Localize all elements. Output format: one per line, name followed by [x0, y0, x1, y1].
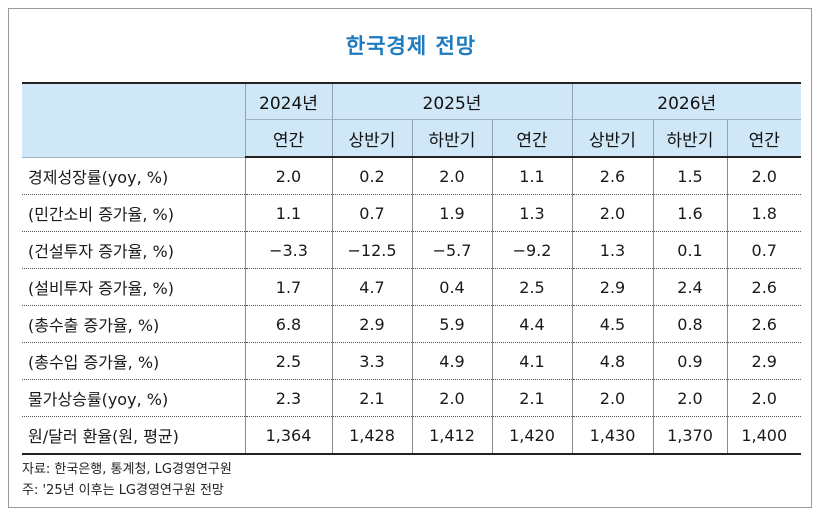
- table-cell: 2.9: [331, 305, 412, 343]
- table-cell: 2.0: [411, 157, 492, 195]
- header-period: 연간: [726, 119, 802, 158]
- table-cell: 2.3: [244, 379, 332, 417]
- row-label: 물가상승률(yoy, %): [22, 379, 245, 417]
- footnotes: 자료: 한국은행, 통계청, LG경영연구원 주: '25년 이후는 LG경영연…: [22, 459, 232, 501]
- table-cell: 2.0: [726, 157, 802, 195]
- table-cell: 0.8: [652, 305, 727, 343]
- table-cell: −12.5: [331, 231, 412, 269]
- table-cell: 2.4: [652, 268, 727, 306]
- table-cell: 1.5: [652, 157, 727, 195]
- table-row: (민간소비 증가율, %) 1.1 0.7 1.9 1.3 2.0 1.6 1.8: [22, 194, 802, 232]
- table-row: 원/달러 환율(원, 평균) 1,364 1,428 1,412 1,420 1,430 1…: [22, 416, 802, 455]
- table-row: (총수입 증가율, %) 2.5 3.3 4.9 4.1 4.8 0.9 2.9: [22, 342, 802, 380]
- table-cell: 0.2: [331, 157, 412, 195]
- header-corner: [22, 82, 245, 158]
- table-cell: 2.5: [491, 268, 572, 306]
- table-cell: 2.0: [571, 379, 653, 417]
- header-period: 하반기: [411, 119, 492, 158]
- source-note: 자료: 한국은행, 통계청, LG경영연구원: [22, 462, 232, 477]
- table-cell: 1.3: [571, 231, 653, 269]
- table-cell: 6.8: [244, 305, 332, 343]
- table-cell: 5.9: [411, 305, 492, 343]
- header-row-periods: 연간 상반기 하반기 연간 상반기 하반기 연간: [22, 119, 802, 158]
- table-cell: 2.0: [411, 379, 492, 417]
- table-row: 경제성장률(yoy, %) 2.0 0.2 2.0 1.1 2.6 1.5 2.0: [22, 157, 802, 195]
- table-cell: 3.3: [331, 342, 412, 380]
- table-row: (건설투자 증가율, %) −3.3 −12.5 −5.7 −9.2 1.3 0.1 0.7: [22, 231, 802, 269]
- table-cell: 2.0: [571, 194, 653, 232]
- page-title: 한국경제 전망: [345, 34, 477, 58]
- table-cell: 1,430: [571, 416, 653, 455]
- row-label: 원/달러 환율(원, 평균): [22, 416, 245, 455]
- table-cell: −3.3: [244, 231, 332, 269]
- header-period: 하반기: [652, 119, 727, 158]
- table-row: (설비투자 증가율, %) 1.7 4.7 0.4 2.5 2.9 2.4 2.6: [22, 268, 802, 306]
- row-label: (총수입 증가율, %): [22, 342, 245, 380]
- table-cell: 1.1: [244, 194, 332, 232]
- table-cell: 2.9: [571, 268, 653, 306]
- table-cell: 0.7: [331, 194, 412, 232]
- row-label: (총수출 증가율, %): [22, 305, 245, 343]
- table-cell: 0.9: [652, 342, 727, 380]
- table-row: (총수출 증가율, %) 6.8 2.9 5.9 4.4 4.5 0.8 2.6: [22, 305, 802, 343]
- table-cell: 0.4: [411, 268, 492, 306]
- forecast-note: 주: '25년 이후는 LG경영연구원 전망: [22, 483, 224, 498]
- table-cell: 2.5: [244, 342, 332, 380]
- header-period: 연간: [491, 119, 572, 158]
- table-cell: 1,428: [331, 416, 412, 455]
- header-period: 연간: [244, 119, 332, 158]
- table-cell: 1,420: [491, 416, 572, 455]
- table-cell: 0.7: [726, 231, 802, 269]
- table-cell: 2.1: [331, 379, 412, 417]
- table-cell: 2.0: [652, 379, 727, 417]
- row-label: 경제성장률(yoy, %): [22, 157, 245, 195]
- table-cell: 4.8: [571, 342, 653, 380]
- header-year-2026: 2026년: [571, 82, 802, 120]
- table-cell: 4.1: [491, 342, 572, 380]
- table-cell: 2.9: [726, 342, 802, 380]
- table-cell: 1.1: [491, 157, 572, 195]
- header-period: 상반기: [331, 119, 412, 158]
- header-year-2025: 2025년: [331, 82, 572, 120]
- table-cell: 2.6: [571, 157, 653, 195]
- table-cell: 1.6: [652, 194, 727, 232]
- table-cell: 1.8: [726, 194, 802, 232]
- table-cell: 1,370: [652, 416, 727, 455]
- table-cell: 4.5: [571, 305, 653, 343]
- table-cell: 2.0: [244, 157, 332, 195]
- table-cell: 1.9: [411, 194, 492, 232]
- forecast-table: 2024년 2025년 2026년 연간 상반기 하반기 연간 상반기 하반기 …: [22, 82, 802, 455]
- table-cell: 2.6: [726, 268, 802, 306]
- table-cell: −9.2: [491, 231, 572, 269]
- table-cell: 2.0: [726, 379, 802, 417]
- table-cell: 4.7: [331, 268, 412, 306]
- table-cell: 4.9: [411, 342, 492, 380]
- header-row-years: 2024년 2025년 2026년: [22, 82, 802, 158]
- table-cell: 2.6: [726, 305, 802, 343]
- table-cell: 2.1: [491, 379, 572, 417]
- table-row: 물가상승률(yoy, %) 2.3 2.1 2.0 2.1 2.0 2.0 2.0: [22, 379, 802, 417]
- table-cell: 1.7: [244, 268, 332, 306]
- header-year-2024: 2024년: [244, 82, 332, 120]
- table-cell: 1,400: [726, 416, 802, 455]
- table-cell: 1.3: [491, 194, 572, 232]
- row-label: (건설투자 증가율, %): [22, 231, 245, 269]
- row-label: (설비투자 증가율, %): [22, 268, 245, 306]
- row-label: (민간소비 증가율, %): [22, 194, 245, 232]
- document-frame: [8, 8, 812, 508]
- table-cell: 0.1: [652, 231, 727, 269]
- table-cell: 1,412: [411, 416, 492, 455]
- table-cell: 4.4: [491, 305, 572, 343]
- header-period: 상반기: [571, 119, 653, 158]
- table-cell: −5.7: [411, 231, 492, 269]
- table-cell: 1,364: [244, 416, 332, 455]
